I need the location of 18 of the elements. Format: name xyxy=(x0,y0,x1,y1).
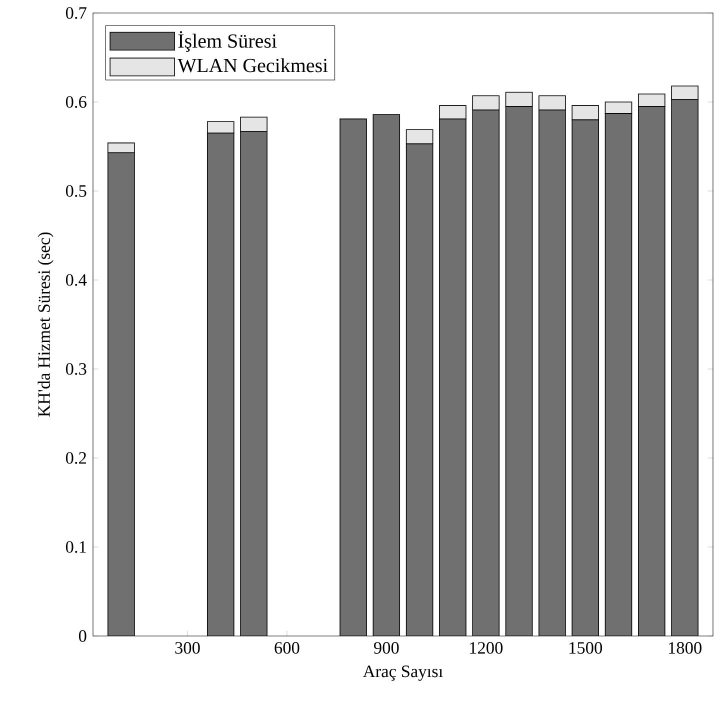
y-tick-label: 0.2 xyxy=(66,452,86,464)
x-tick-label: 1800 xyxy=(669,642,702,654)
y-tick-label: 0.6 xyxy=(66,96,86,108)
y-tick-label: 0.4 xyxy=(66,274,87,286)
y-tick-label: 0.7 xyxy=(66,7,86,19)
y-axis-title: KH'da Hizmet Süresi (sec) xyxy=(38,232,54,417)
x-tick-label: 1200 xyxy=(470,642,503,654)
y-tick-label: 0.3 xyxy=(66,363,86,375)
x-tick-label: 900 xyxy=(374,642,399,654)
x-tick-label: 1500 xyxy=(570,642,602,654)
legend-label: İşlem Süresi xyxy=(178,31,277,52)
x-tick-label: 600 xyxy=(274,642,300,654)
legend-label: WLAN Gecikmesi xyxy=(178,58,328,72)
y-tick-label: 0.1 xyxy=(66,541,86,553)
x-axis-title: Araç Sayısı xyxy=(362,666,443,681)
y-tick-label: 0 xyxy=(78,630,86,642)
x-tick-label: 300 xyxy=(175,642,200,654)
y-tick-label: 0.5 xyxy=(66,185,86,197)
